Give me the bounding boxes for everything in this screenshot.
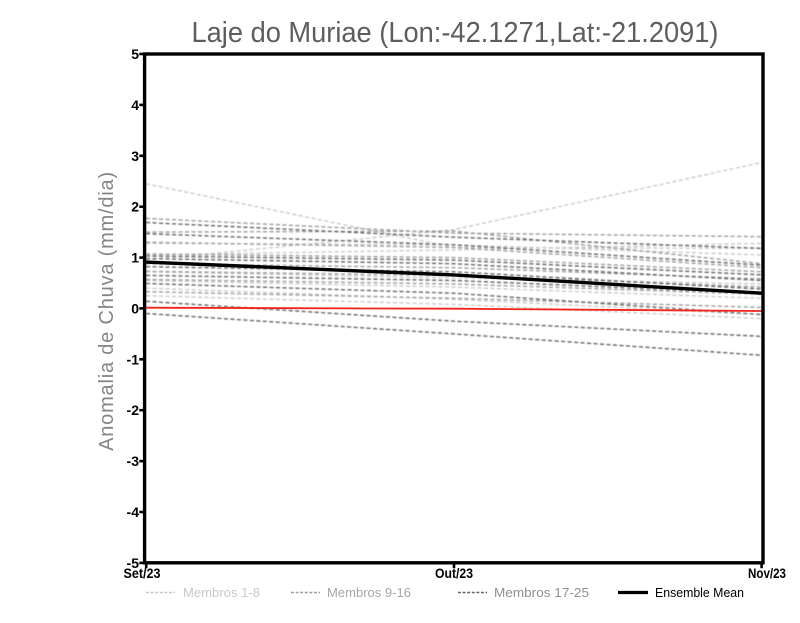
svg-text:-5: -5 — [127, 555, 140, 571]
svg-text:Membros 1-8: Membros 1-8 — [183, 585, 260, 600]
svg-text:-1: -1 — [127, 351, 140, 367]
svg-text:-3: -3 — [127, 453, 140, 469]
svg-text:1: 1 — [131, 250, 139, 266]
svg-text:4: 4 — [131, 97, 139, 113]
svg-text:-2: -2 — [127, 402, 140, 418]
svg-text:5: 5 — [131, 46, 139, 62]
svg-text:Ensemble Mean: Ensemble Mean — [655, 585, 744, 600]
svg-text:3: 3 — [131, 148, 139, 164]
svg-text:Anomalia de Chuva (mm/dia): Anomalia de Chuva (mm/dia) — [96, 171, 118, 451]
svg-text:Set/23: Set/23 — [124, 565, 161, 581]
svg-text:2: 2 — [131, 199, 139, 215]
svg-text:Membros 17-25: Membros 17-25 — [494, 585, 589, 600]
svg-text:Nov/23: Nov/23 — [748, 565, 786, 581]
svg-text:Out/23: Out/23 — [435, 565, 473, 581]
svg-text:-4: -4 — [127, 504, 140, 520]
svg-text:0: 0 — [131, 300, 139, 316]
svg-text:Laje do Muriae (Lon:-42.1271,L: Laje do Muriae (Lon:-42.1271,Lat:-21.209… — [192, 17, 719, 49]
svg-text:Membros 9-16: Membros 9-16 — [327, 585, 411, 600]
